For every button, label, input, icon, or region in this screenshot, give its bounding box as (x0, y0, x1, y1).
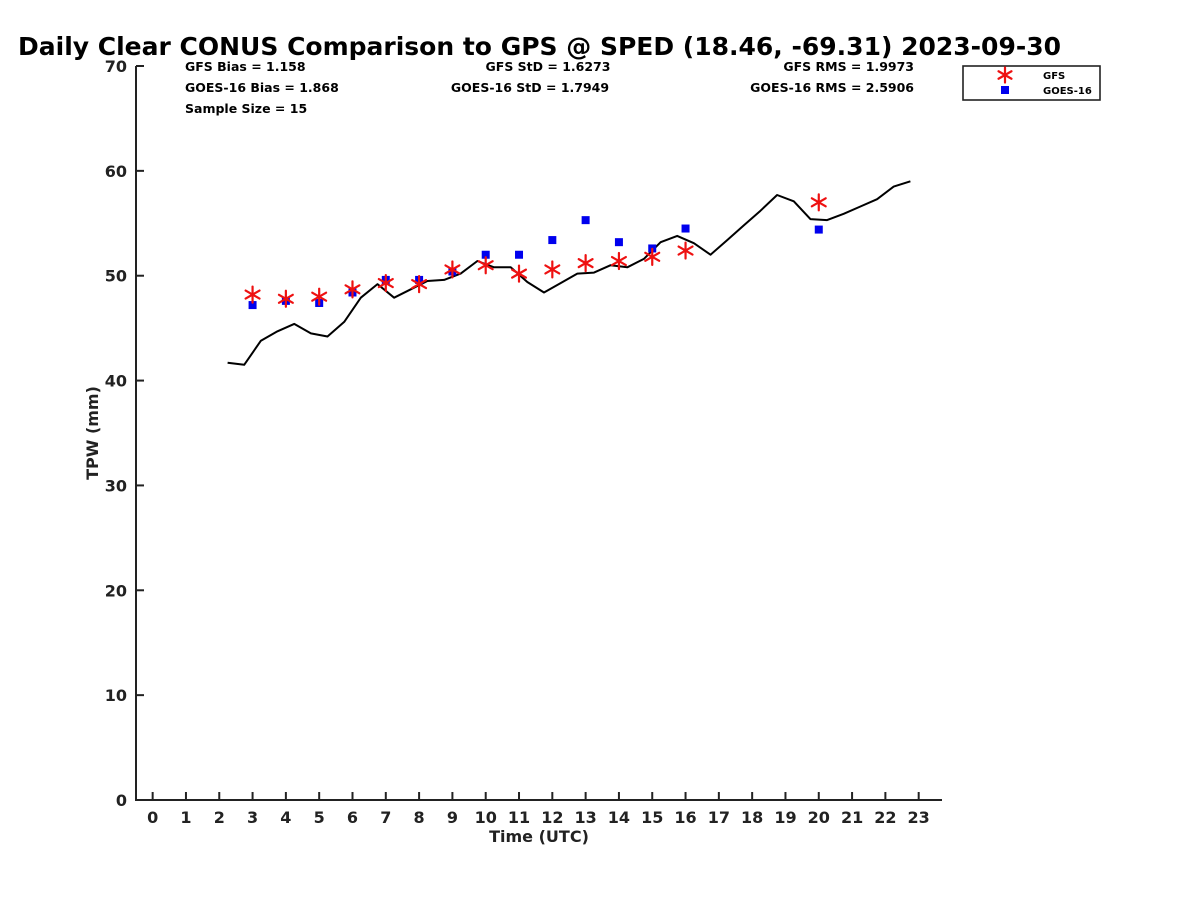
y-tick-label: 0 (116, 791, 127, 810)
x-tick-label: 7 (380, 808, 391, 827)
gfs-point (810, 193, 827, 212)
gfs-rms-text: GFS RMS = 1.9973 (783, 59, 914, 74)
gfs-point (577, 254, 594, 273)
gfs-point (411, 275, 428, 294)
x-tick-label: 22 (874, 808, 896, 827)
legend-box (962, 65, 1101, 101)
gfs-point (311, 287, 328, 306)
y-axis-label: TPW (mm) (83, 386, 102, 480)
legend-gfs-asterisk (997, 66, 1013, 84)
legend-goes-label: GOES-16 (1043, 86, 1092, 97)
goes-16-point (248, 301, 257, 310)
gfs-point (677, 241, 694, 260)
x-tick-label: 9 (447, 808, 458, 827)
gfs-point (277, 289, 294, 308)
x-tick-label: 13 (574, 808, 596, 827)
x-tick-label: 17 (708, 808, 730, 827)
y-tick-label: 70 (105, 57, 127, 76)
goes-16-point (814, 225, 823, 234)
y-tick-label: 30 (105, 476, 127, 495)
x-tick-label: 1 (180, 808, 191, 827)
x-tick-label: 21 (841, 808, 863, 827)
x-tick-label: 8 (414, 808, 425, 827)
goes-16-point (515, 250, 524, 259)
goes-16-point (681, 224, 690, 233)
legend-gfs-marker (997, 66, 1013, 84)
legend-gfs-label: GFS (1043, 71, 1065, 82)
y-axis-ticks: 0 10 20 30 40 50 60 70 (105, 57, 144, 810)
x-tick-label: 10 (475, 808, 497, 827)
x-tick-label: 5 (314, 808, 325, 827)
goes-16-point (614, 238, 623, 247)
x-axis-ticks: 0 1 2 3 4 5 6 7 8 9 10 11 12 13 14 15 16 17 18 19 20 21 22 23 (147, 792, 930, 827)
y-tick-label: 10 (105, 686, 127, 705)
goes-bias-text: GOES-16 Bias = 1.868 (185, 80, 339, 95)
goes-16-point (481, 250, 490, 259)
y-tick-label: 60 (105, 162, 127, 181)
stats-block: GFS Bias = 1.158 GOES-16 Bias = 1.868 Sa… (185, 59, 914, 116)
x-tick-label: 11 (508, 808, 530, 827)
x-tick-label: 2 (214, 808, 225, 827)
y-tick-label: 20 (105, 581, 127, 600)
y-tick-label: 40 (105, 372, 127, 391)
data-points (244, 193, 827, 310)
sample-size-text: Sample Size = 15 (185, 101, 307, 116)
x-tick-label: 4 (280, 808, 291, 827)
legend-goes-marker (1001, 86, 1009, 94)
goes-16-point (581, 216, 590, 225)
x-tick-label: 16 (674, 808, 696, 827)
gfs-point (444, 260, 461, 279)
gfs-point (244, 285, 261, 304)
legend: GFS GOES-16 (962, 65, 1101, 101)
x-tick-label: 15 (641, 808, 663, 827)
x-tick-label: 0 (147, 808, 158, 827)
gfs-point (477, 256, 494, 275)
gfs-point (344, 280, 361, 299)
gfs-bias-text: GFS Bias = 1.158 (185, 59, 306, 74)
gps-line-series (227, 180, 911, 366)
x-tick-label: 12 (541, 808, 563, 827)
goes-16-point (548, 236, 557, 245)
x-tick-label: 19 (774, 808, 796, 827)
x-tick-label: 23 (908, 808, 930, 827)
x-tick-label: 20 (808, 808, 830, 827)
gfs-std-text: GFS StD = 1.6273 (486, 59, 611, 74)
x-tick-label: 18 (741, 808, 763, 827)
gfs-point (377, 273, 394, 293)
x-tick-label: 3 (247, 808, 258, 827)
gfs-point (510, 264, 528, 283)
gfs-point (610, 251, 627, 271)
chart-title: Daily Clear CONUS Comparison to GPS @ SP… (18, 32, 1061, 61)
goes-std-text: GOES-16 StD = 1.7949 (451, 80, 609, 95)
gfs-point (644, 247, 661, 266)
x-axis-label: Time (UTC) (489, 827, 589, 846)
gps-line (227, 180, 911, 366)
x-tick-label: 6 (347, 808, 358, 827)
x-tick-label: 14 (608, 808, 630, 827)
gfs-point (544, 260, 561, 279)
goes-rms-text: GOES-16 RMS = 2.5906 (750, 80, 914, 95)
y-tick-label: 50 (105, 267, 127, 286)
